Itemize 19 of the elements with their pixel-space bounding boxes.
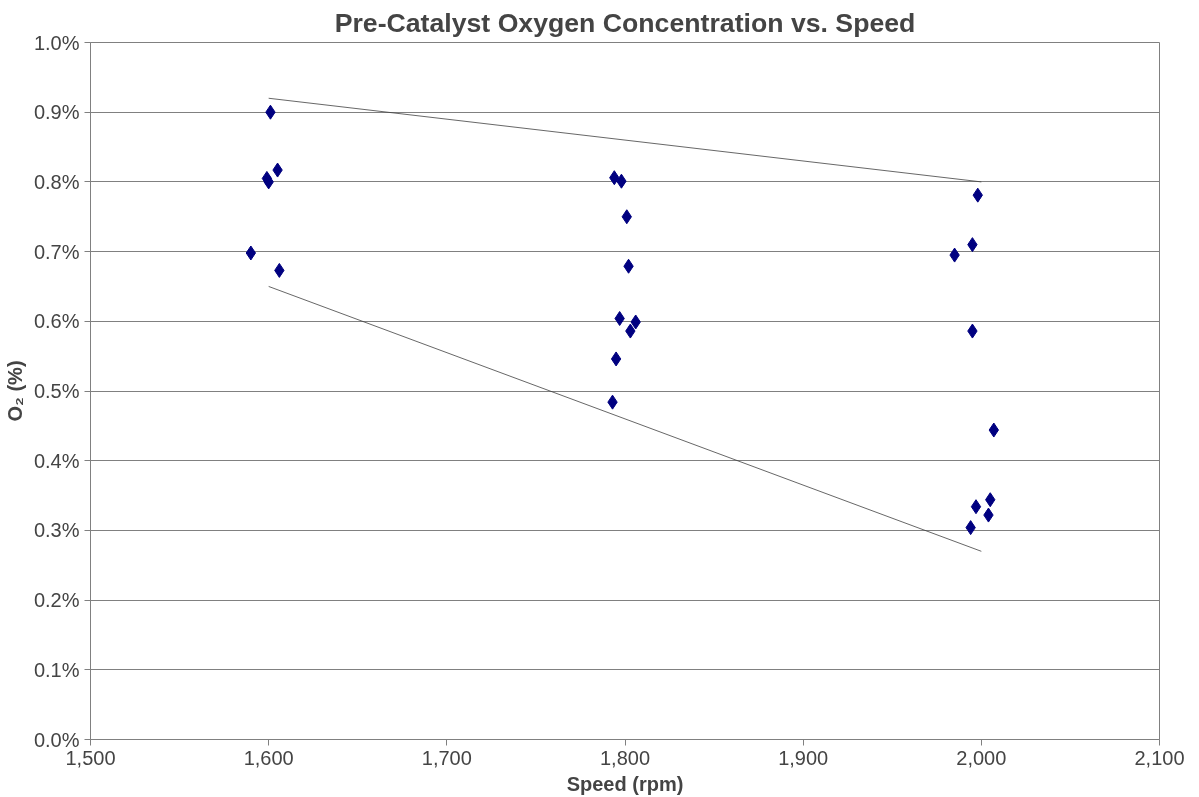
y-tick-label: 0.6% (33, 310, 80, 333)
y-tick-label: 0.4% (33, 449, 80, 472)
y-tick-label: 0.3% (33, 519, 80, 542)
x-tick-label: 1,800 (599, 746, 651, 769)
x-axis-title: Speed (rpm) (566, 772, 684, 795)
y-tick-label: 0.7% (33, 240, 80, 263)
y-tick-label: 1.0% (33, 31, 80, 54)
y-tick-label: 0.2% (33, 589, 80, 612)
x-tick-label: 2,100 (1134, 746, 1185, 769)
x-tick-label: 1,700 (421, 746, 472, 769)
x-tick-label: 1,600 (243, 746, 294, 769)
y-tick-label: 0.8% (33, 170, 80, 193)
chart-title: Pre-Catalyst Oxygen Concentration vs. Speed (334, 7, 916, 38)
x-tick-label: 2,000 (956, 746, 1007, 769)
y-tick-label: 0.5% (33, 380, 80, 402)
y-axis-title: O₂ (%) (3, 360, 26, 422)
y-tick-label: 0.1% (33, 658, 80, 681)
x-tick-label: 1,900 (778, 746, 829, 769)
y-tick-label: 0.9% (33, 101, 80, 124)
